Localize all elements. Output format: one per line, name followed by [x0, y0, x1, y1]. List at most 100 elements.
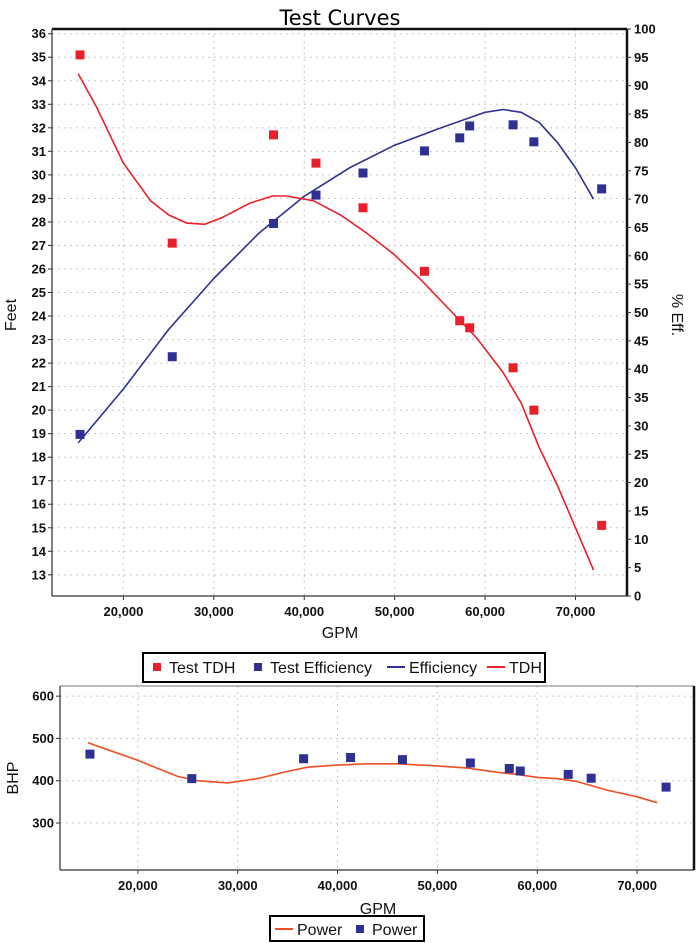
x-tick-label: 20,000: [104, 604, 144, 619]
y2-tick-label: 95: [634, 50, 648, 65]
y2-tick-label: 35: [634, 390, 648, 405]
y2-tick-label: 40: [634, 362, 648, 377]
y-tick-label: 300: [32, 816, 54, 831]
point-power: [85, 750, 94, 759]
y2-tick-label: 100: [634, 22, 656, 37]
point-test-efficiency: [597, 184, 606, 193]
x-tick-label: 70,000: [556, 604, 596, 619]
point-power: [516, 767, 525, 776]
point-test-tdh: [509, 363, 518, 372]
series-line-tdh: [78, 74, 593, 570]
bottom-chart-frame: [60, 686, 694, 870]
point-test-efficiency: [455, 133, 464, 142]
point-test-tdh: [311, 159, 320, 168]
y-tick-label: 13: [32, 567, 46, 582]
point-test-tdh: [420, 267, 429, 276]
bottom-y-ticks: 300 400 500 600: [32, 689, 60, 831]
y2-tick-label: 15: [634, 503, 648, 518]
legend-label-power-points: Power: [372, 922, 418, 939]
y-tick-label: 33: [32, 97, 46, 112]
point-test-efficiency: [359, 169, 368, 178]
test-curves-figure: Test Curves Feet % Eff. GPM 131415161718…: [0, 0, 700, 943]
top-y2-axis-label: % Eff.: [668, 294, 685, 336]
x-tick-label: 60,000: [465, 604, 505, 619]
x-tick-label: 20,000: [118, 878, 158, 893]
y-tick-label: 23: [32, 332, 46, 347]
point-power: [587, 774, 596, 783]
top-series: [76, 50, 607, 570]
y2-tick-label: 85: [634, 107, 648, 122]
y2-tick-label: 50: [634, 305, 648, 320]
point-test-efficiency: [420, 146, 429, 155]
y2-tick-label: 25: [634, 447, 648, 462]
top-x-axis-label: GPM: [322, 625, 358, 642]
y2-tick-label: 20: [634, 475, 648, 490]
point-test-tdh: [529, 406, 538, 415]
top-y-axis-label: Feet: [3, 298, 20, 331]
bottom-x-ticks: 20,00030,00040,00050,00060,00070,000: [118, 870, 657, 893]
legend-label-test-efficiency: Test Efficiency: [270, 660, 372, 677]
bottom-y-axis-label: BHP: [5, 762, 22, 795]
y-tick-label: 27: [32, 238, 46, 253]
y-tick-label: 26: [32, 261, 46, 276]
y-tick-label: 32: [32, 120, 46, 135]
y-tick-label: 28: [32, 214, 46, 229]
point-power: [662, 783, 671, 792]
y2-tick-label: 60: [634, 248, 648, 263]
y-tick-label: 36: [32, 26, 46, 41]
y-tick-label: 22: [32, 356, 46, 371]
point-test-tdh: [597, 521, 606, 530]
x-tick-label: 40,000: [284, 604, 324, 619]
legend-label-test-tdh: Test TDH: [169, 660, 235, 677]
top-chart-grid: [52, 29, 627, 596]
y-tick-label: 18: [32, 450, 46, 465]
x-tick-label: 30,000: [194, 604, 234, 619]
y-tick-label: 400: [32, 773, 54, 788]
y-tick-label: 21: [32, 379, 46, 394]
y2-tick-label: 80: [634, 135, 648, 150]
point-test-efficiency: [168, 352, 177, 361]
point-power: [398, 755, 407, 764]
y-tick-label: 34: [32, 73, 47, 88]
x-tick-label: 30,000: [218, 878, 258, 893]
top-y2-ticks: 0510152025303540455055606570758085909510…: [627, 22, 656, 604]
point-power: [466, 758, 475, 767]
top-legend: Test TDH Test Efficiency Efficiency TDH: [143, 653, 545, 682]
y-tick-label: 24: [32, 309, 47, 324]
legend-label-tdh: TDH: [509, 660, 542, 677]
x-tick-label: 70,000: [617, 878, 657, 893]
legend-swatch-test-efficiency: [254, 663, 262, 671]
series-line-efficiency: [78, 110, 593, 443]
x-tick-label: 50,000: [418, 878, 458, 893]
y-tick-label: 30: [32, 167, 46, 182]
y2-tick-label: 5: [634, 560, 641, 575]
point-test-efficiency: [311, 191, 320, 200]
point-power: [564, 770, 573, 779]
y2-tick-label: 55: [634, 277, 648, 292]
chart-title: Test Curves: [279, 6, 401, 30]
top-chart-frame: [52, 29, 627, 596]
y2-tick-label: 70: [634, 192, 648, 207]
point-test-efficiency: [509, 120, 518, 129]
y-tick-label: 17: [32, 473, 46, 488]
x-tick-label: 50,000: [375, 604, 415, 619]
legend-swatch-test-tdh: [153, 663, 161, 671]
bottom-chart-grid: [60, 686, 694, 870]
y-tick-label: 29: [32, 191, 46, 206]
point-test-tdh: [359, 203, 368, 212]
top-y-ticks: 1314151617181920212223242526272829303132…: [32, 26, 52, 582]
y-tick-label: 16: [32, 497, 46, 512]
point-power: [505, 764, 514, 773]
x-tick-label: 40,000: [318, 878, 358, 893]
y2-tick-label: 65: [634, 220, 648, 235]
point-test-efficiency: [465, 121, 474, 130]
legend-swatch-power-points: [356, 925, 364, 933]
bottom-legend: Power Power: [270, 916, 424, 941]
point-test-tdh: [76, 50, 85, 59]
y-tick-label: 600: [32, 689, 54, 704]
y-tick-label: 20: [32, 403, 46, 418]
y-tick-label: 25: [32, 285, 46, 300]
point-power: [346, 753, 355, 762]
y-tick-label: 500: [32, 731, 54, 746]
point-test-tdh: [168, 239, 177, 248]
